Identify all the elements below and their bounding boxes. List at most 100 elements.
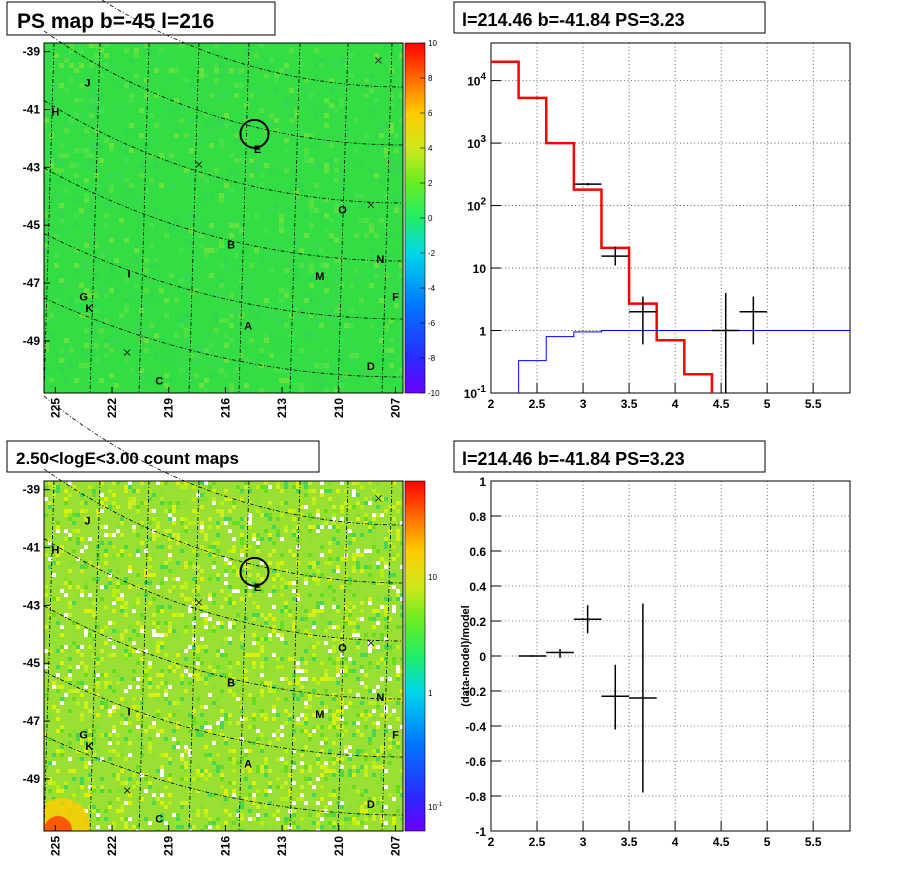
map-pixel	[292, 809, 296, 813]
tick-exponent: 2	[480, 197, 486, 208]
map-pixel	[192, 529, 196, 533]
map-pixel	[164, 561, 168, 565]
map-pixel	[96, 809, 100, 813]
map-pixel	[172, 729, 176, 733]
map-pixel	[312, 725, 316, 729]
map-pixel	[224, 43, 229, 48]
map-pixel	[340, 585, 344, 589]
map-pixel	[84, 148, 89, 153]
map-pixel	[184, 689, 188, 693]
map-pixel	[254, 308, 259, 313]
map-pixel	[184, 313, 189, 318]
map-pixel	[339, 383, 344, 388]
map-pixel	[188, 597, 192, 601]
map-pixel	[339, 248, 344, 253]
map-pixel	[232, 781, 236, 785]
map-pixel	[228, 789, 232, 793]
map-pixel	[352, 785, 356, 789]
map-pixel	[176, 825, 180, 829]
map-pixel	[304, 717, 308, 721]
map-pixel	[192, 521, 196, 525]
map-pixel	[279, 298, 284, 303]
map-pixel	[128, 565, 132, 569]
map-pixel	[339, 98, 344, 103]
map-pixel	[356, 721, 360, 725]
latitude-line	[43, 297, 404, 378]
map-pixel	[72, 769, 76, 773]
map-pixel	[180, 485, 184, 489]
map-pixel	[248, 501, 252, 505]
map-pixel	[336, 529, 340, 533]
map-pixel	[324, 677, 328, 681]
map-pixel	[354, 193, 359, 198]
map-pixel	[204, 605, 208, 609]
map-pixel	[384, 123, 389, 128]
map-pixel	[320, 617, 324, 621]
map-pixel	[180, 765, 184, 769]
map-pixel	[96, 573, 100, 577]
map-pixel	[388, 521, 392, 525]
map-pixel	[304, 293, 309, 298]
map-pixel	[104, 213, 109, 218]
map-pixel	[360, 553, 364, 557]
map-pixel	[219, 283, 224, 288]
map-pixel	[328, 813, 332, 817]
map-pixel	[200, 729, 204, 733]
map-pixel	[68, 733, 72, 737]
map-pixel	[379, 338, 384, 343]
map-pixel	[240, 813, 244, 817]
map-pixel	[68, 709, 72, 713]
map-pixel	[44, 318, 49, 323]
map-pixel	[360, 617, 364, 621]
map-pixel	[69, 363, 74, 368]
map-pixel	[396, 673, 400, 677]
map-pixel	[129, 98, 134, 103]
map-pixel	[376, 721, 380, 725]
map-pixel	[109, 183, 114, 188]
map-pixel	[204, 613, 208, 617]
map-pixel	[72, 689, 76, 693]
map-pixel	[84, 629, 88, 633]
map-pixel	[276, 481, 280, 485]
map-pixel	[199, 383, 204, 388]
map-y-tick-label: -47	[23, 276, 41, 290]
map-pixel	[296, 597, 300, 601]
map-pixel	[234, 158, 239, 163]
map-pixel	[244, 541, 248, 545]
map-pixel	[312, 653, 316, 657]
map-pixel	[228, 593, 232, 597]
map-pixel	[144, 338, 149, 343]
map-pixel	[259, 183, 264, 188]
map-pixel	[364, 258, 369, 263]
map-pixel	[68, 481, 72, 485]
map-pixel	[328, 725, 332, 729]
map-pixel	[304, 581, 308, 585]
map-pixel	[68, 673, 72, 677]
map-pixel	[329, 323, 334, 328]
map-pixel	[156, 685, 160, 689]
map-pixel	[212, 741, 216, 745]
map-pixel	[376, 609, 380, 613]
map-pixel	[199, 173, 204, 178]
map-pixel	[289, 313, 294, 318]
map-pixel	[280, 613, 284, 617]
map-pixel	[248, 693, 252, 697]
map-pixel	[96, 725, 100, 729]
map-pixel	[319, 303, 324, 308]
map-pixel	[208, 793, 212, 797]
map-pixel	[334, 308, 339, 313]
map-pixel	[104, 353, 109, 358]
map-pixel	[244, 753, 248, 757]
map-pixel	[376, 753, 380, 757]
map-pixel	[328, 717, 332, 721]
map-pixel	[120, 521, 124, 525]
map-pixel	[300, 829, 304, 831]
map-pixel	[349, 283, 354, 288]
map-pixel	[292, 485, 296, 489]
map-pixel	[292, 581, 296, 585]
map-pixel	[280, 733, 284, 737]
map-pixel	[356, 769, 360, 773]
map-pixel	[128, 529, 132, 533]
map-pixel	[356, 749, 360, 753]
map-pixel	[296, 573, 300, 577]
